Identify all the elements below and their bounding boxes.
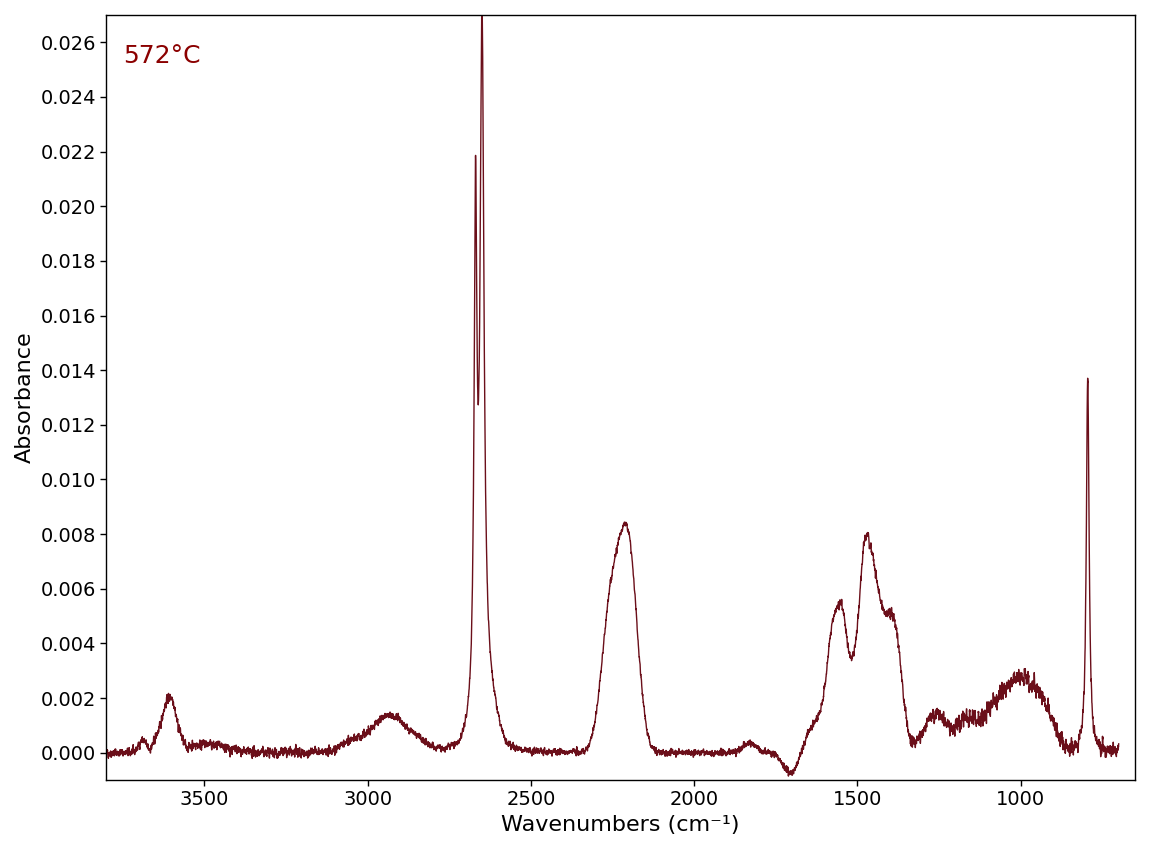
Y-axis label: Absorbance: Absorbance bbox=[15, 332, 34, 463]
Text: 572°C: 572°C bbox=[123, 43, 200, 68]
X-axis label: Wavenumbers (cm⁻¹): Wavenumbers (cm⁻¹) bbox=[501, 815, 739, 835]
